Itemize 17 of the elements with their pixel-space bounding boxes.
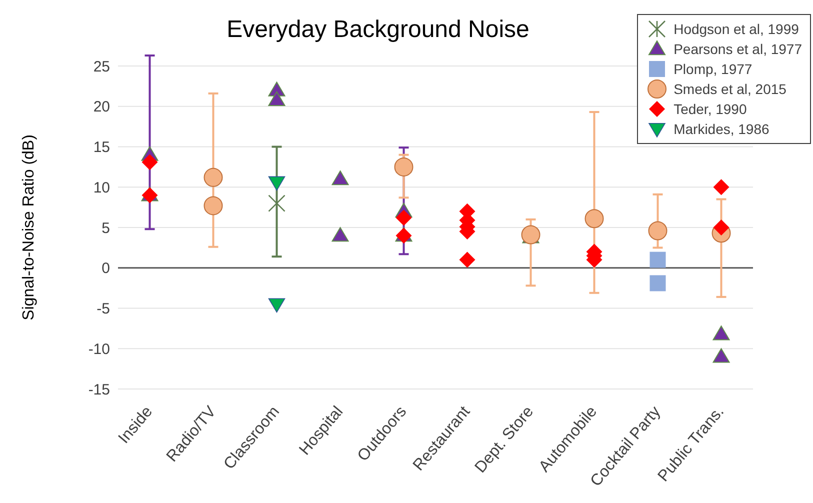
y-tick-label: 20 (93, 98, 110, 116)
legend-label: Markides, 1986 (674, 121, 770, 137)
y-tick-label: 0 (102, 260, 110, 278)
y-tick-label: -15 (88, 381, 110, 398)
y-tick-label: 5 (102, 220, 110, 237)
y-axis-title: Signal-to-Noise Ratio (dB) (20, 134, 38, 320)
legend-label: Teder, 1990 (674, 101, 747, 117)
legend-label: Pearsons et al, 1977 (674, 41, 802, 57)
y-tick-label: 25 (93, 58, 110, 76)
y-tick-label: -5 (96, 300, 110, 318)
y-tick-label: -10 (88, 340, 110, 358)
y-tick-label: 15 (93, 139, 110, 156)
legend-label: Plomp, 1977 (674, 61, 752, 77)
legend-label: Smeds et al, 2015 (674, 81, 786, 97)
chart-title: Everyday Background Noise (226, 16, 530, 43)
legend-label: Hodgson et al, 1999 (674, 21, 799, 37)
y-tick-label: 10 (93, 179, 110, 196)
